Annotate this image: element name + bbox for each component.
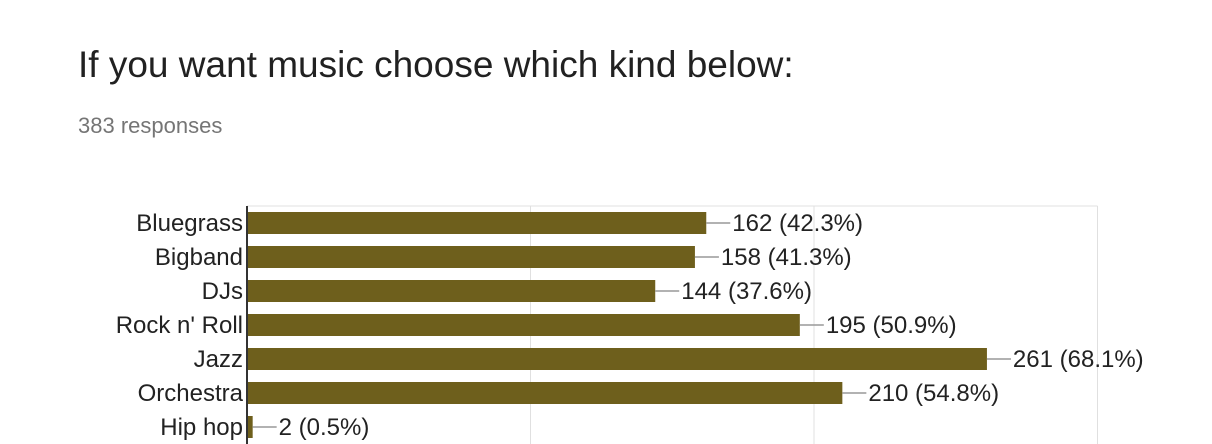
bar: [247, 212, 707, 234]
bar: [247, 416, 253, 438]
data-label: 158 (41.3%): [721, 244, 852, 271]
data-label: 195 (50.9%): [826, 312, 957, 339]
category-label: Hip hop: [160, 414, 243, 441]
category-label: DJs: [202, 278, 243, 305]
bar: [247, 280, 656, 302]
category-label: Jazz: [194, 346, 243, 373]
bar: [247, 246, 695, 268]
chart-bars: Bluegrass 162 (42.3%) Bigband 158 (41.3%) DJ…: [116, 210, 1144, 441]
bar: [247, 314, 800, 336]
response-count: 383 responses: [78, 113, 223, 138]
data-label: 210 (54.8%): [868, 380, 999, 407]
bar: [247, 382, 843, 404]
bar: [247, 348, 987, 370]
category-label: Bluegrass: [136, 210, 243, 237]
category-label: Rock n' Roll: [116, 312, 243, 339]
data-label: 2 (0.5%): [279, 414, 370, 441]
category-label: Bigband: [155, 244, 243, 271]
data-label: 261 (68.1%): [1013, 346, 1144, 373]
category-label: Orchestra: [138, 380, 244, 407]
data-label: 162 (42.3%): [732, 210, 863, 237]
data-label: 144 (37.6%): [681, 278, 812, 305]
question-title: If you want music choose which kind belo…: [78, 44, 794, 85]
